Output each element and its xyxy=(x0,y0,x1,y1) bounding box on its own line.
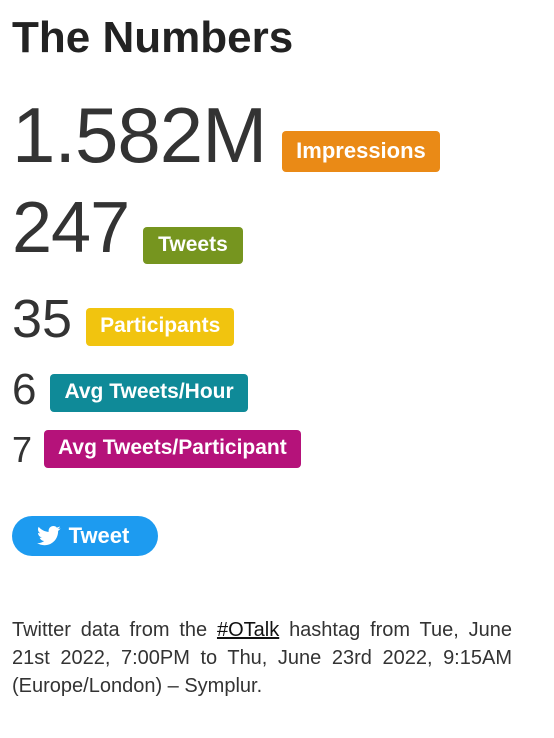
twitter-bird-icon xyxy=(36,526,61,546)
stat-avg-tweets-participant: 7 Avg Tweets/Participant xyxy=(12,430,301,468)
stat-impressions: 1.582M Impressions xyxy=(12,96,440,174)
stat-avg-tweets-hour: 6 Avg Tweets/Hour xyxy=(12,368,248,412)
stat-participants: 35 Participants xyxy=(12,289,235,349)
stat-label-badge: Participants xyxy=(86,308,235,346)
tweet-button-label: Tweet xyxy=(68,523,130,548)
page-title: The Numbers xyxy=(12,13,294,62)
footer-prefix: Twitter data from the xyxy=(12,619,208,641)
footer-suffix: hashtag from Tue, June 21st 2022, 7:00PM… xyxy=(12,619,513,697)
stat-tweets: 247 Tweets xyxy=(12,192,243,264)
hashtag-link[interactable]: #OTalk xyxy=(216,619,280,641)
stat-value: 7 xyxy=(12,429,33,470)
stat-label-badge: Avg Tweets/Participant xyxy=(44,430,301,468)
stat-label-badge: Avg Tweets/Hour xyxy=(50,374,248,412)
stat-label-badge: Impressions xyxy=(282,131,440,172)
stat-value: 6 xyxy=(12,365,37,414)
footer-attribution: Twitter data from the #OTalk hashtag fro… xyxy=(12,616,512,700)
stat-value: 1.582M xyxy=(12,91,267,179)
stat-label-badge: Tweets xyxy=(143,227,243,264)
stat-value: 247 xyxy=(12,188,130,268)
stat-value: 35 xyxy=(12,289,73,349)
tweet-button[interactable]: Tweet xyxy=(12,516,158,556)
